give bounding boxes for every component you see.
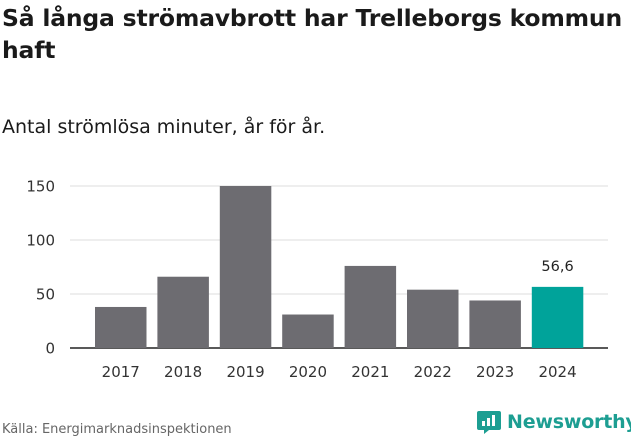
x-tick-label-2019: 2019 [226, 363, 264, 381]
x-tick-label-2018: 2018 [164, 363, 202, 381]
data-labels: 56,6 [541, 259, 573, 275]
data-label-2024: 56,6 [541, 259, 573, 275]
x-tick-label-2020: 2020 [289, 363, 327, 381]
x-tick-label-2021: 2021 [351, 363, 389, 381]
brand-name: Newsworthy [507, 411, 631, 433]
gridlines [70, 185, 608, 349]
newsworthy-logo-icon [477, 411, 501, 434]
y-tick-label-50: 50 [36, 286, 55, 304]
bar-2024 [531, 286, 584, 348]
chart-title: Så långa strömavbrott har Trelleborgs ko… [2, 4, 622, 64]
source-note: Källa: Energimarknadsinspektionen [2, 422, 232, 437]
x-tick-label-2024: 2024 [538, 363, 576, 381]
bar-2020 [282, 314, 334, 348]
chart-subtitle: Antal strömlösa minuter, år för år. [2, 116, 326, 138]
newsworthy-logo: Newsworthy [476, 407, 631, 437]
x-axis-ticks: 2017 2018 2019 2020 2021 2022 2023 2024 [102, 363, 577, 381]
y-tick-label-150: 150 [26, 178, 55, 196]
bar-2017 [95, 306, 147, 348]
x-tick-label-2023: 2023 [476, 363, 514, 381]
bar-2022 [407, 289, 459, 348]
y-axis-ticks: 0 50 100 150 [26, 178, 55, 358]
bars [95, 186, 584, 348]
x-tick-label-2022: 2022 [414, 363, 452, 381]
bar-2018 [157, 276, 209, 348]
bar-2023 [469, 300, 521, 348]
y-tick-label-100: 100 [26, 232, 55, 250]
bar-2021 [344, 265, 397, 348]
x-tick-label-2017: 2017 [102, 363, 140, 381]
bar-2019 [219, 186, 272, 348]
y-tick-label-0: 0 [45, 340, 55, 358]
